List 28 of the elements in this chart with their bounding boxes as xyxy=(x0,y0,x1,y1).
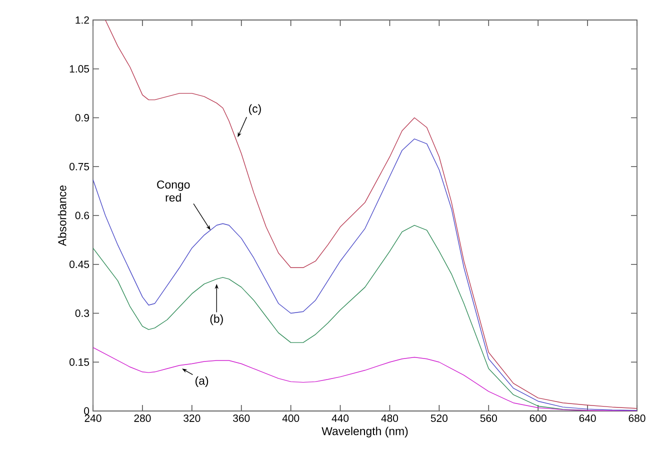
y-tick-label: 0.75 xyxy=(70,162,90,170)
x-tick-label: 560 xyxy=(480,414,497,422)
x-tick-label: 600 xyxy=(530,414,546,422)
x-tick-label: 680 xyxy=(628,414,646,422)
y-tick-label: 1.2 xyxy=(76,16,89,24)
y-axis-title: Absorbance xyxy=(58,185,66,246)
x-tick-label: 240 xyxy=(84,414,102,422)
annotation: (c) xyxy=(248,104,261,115)
x-tick-label: 440 xyxy=(332,414,349,422)
y-tick-label: 0.9 xyxy=(75,114,89,122)
x-tick-label: 320 xyxy=(184,414,200,422)
line-series xyxy=(105,20,638,409)
annotation: (a) xyxy=(196,376,208,388)
annotation: Congo red xyxy=(157,180,190,202)
y-tick-label: 0 xyxy=(84,407,90,415)
x-tick-label: 400 xyxy=(282,414,300,422)
annotation: (b) xyxy=(210,314,223,326)
x-tick-label: 280 xyxy=(134,414,151,422)
y-tick-label: 1.05 xyxy=(70,65,90,73)
y-tick-label: 0.15 xyxy=(70,358,90,366)
x-axis-title: Wavelength (nm) xyxy=(322,426,408,438)
y-tick-label: 0.45 xyxy=(70,260,90,268)
x-tick-label: 640 xyxy=(579,414,596,422)
y-tick-label: 0.3 xyxy=(75,310,90,317)
y-tick-label: 0.6 xyxy=(75,212,90,220)
x-tick-label: 360 xyxy=(233,414,250,422)
x-tick-label: 480 xyxy=(381,414,398,422)
x-tick-label: 520 xyxy=(430,414,448,422)
